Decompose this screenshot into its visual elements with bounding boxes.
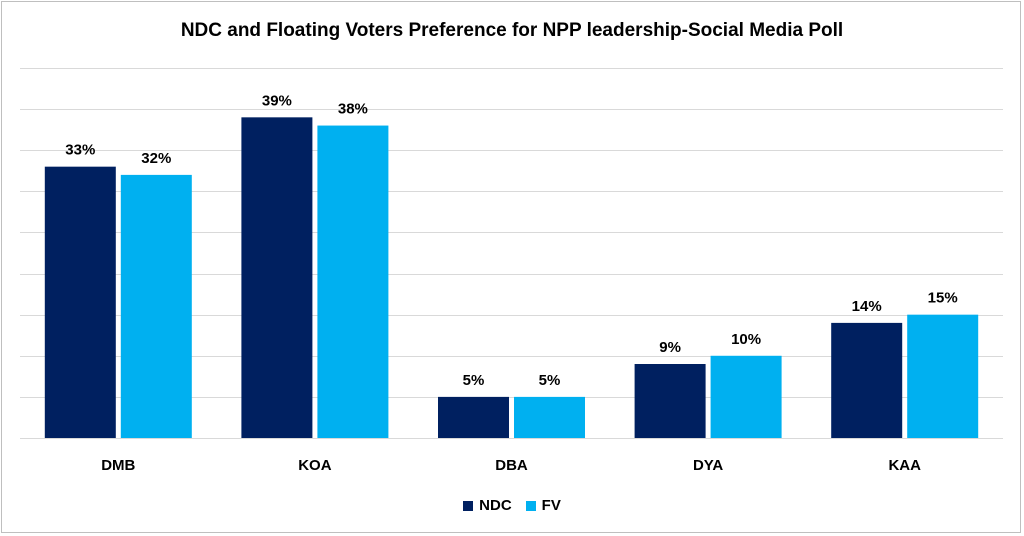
bar-ndc-dba bbox=[438, 396, 509, 438]
bar-fv-koa bbox=[317, 125, 389, 439]
data-label-fv-dba: 5% bbox=[539, 372, 561, 389]
legend-label-ndc: NDC bbox=[479, 497, 512, 514]
data-label-fv-dya: 10% bbox=[731, 331, 761, 348]
bar-ndc-koa bbox=[241, 117, 313, 438]
data-label-fv-dmb: 32% bbox=[141, 150, 171, 167]
bar-fv-dba bbox=[514, 396, 585, 438]
data-label-fv-koa: 38% bbox=[338, 101, 368, 118]
data-label-ndc-koa: 39% bbox=[262, 92, 292, 109]
legend-label-fv: FV bbox=[541, 497, 561, 514]
legend-swatch-fv bbox=[525, 500, 536, 511]
legend-item-ndc: NDC bbox=[463, 497, 512, 514]
chart-title: NDC and Floating Voters Preference for N… bbox=[180, 20, 844, 41]
legend-swatch-ndc bbox=[463, 500, 474, 511]
data-label-ndc-dya: 9% bbox=[659, 339, 681, 356]
x-tick-label-dmb: DMB bbox=[101, 457, 135, 474]
data-label-fv-kaa: 15% bbox=[928, 290, 958, 307]
data-label-ndc-dba: 5% bbox=[463, 372, 485, 389]
x-tick-label-kaa: KAA bbox=[888, 457, 921, 474]
legend-item-fv: FV bbox=[525, 497, 561, 514]
bar-ndc-dmb bbox=[44, 166, 116, 438]
x-tick-label-dba: DBA bbox=[495, 457, 528, 474]
data-label-ndc-kaa: 14% bbox=[852, 298, 882, 315]
bar-fv-dmb bbox=[120, 174, 192, 438]
bar-ndc-dya bbox=[634, 364, 706, 438]
x-tick-label-dya: DYA bbox=[693, 457, 723, 474]
bar-ndc-kaa bbox=[831, 322, 903, 438]
data-label-ndc-dmb: 33% bbox=[65, 142, 95, 159]
x-tick-label-koa: KOA bbox=[298, 457, 332, 474]
chart-legend: NDC FV bbox=[0, 497, 1024, 514]
bar-fv-dya bbox=[710, 355, 782, 438]
bar-fv-kaa bbox=[907, 314, 979, 438]
